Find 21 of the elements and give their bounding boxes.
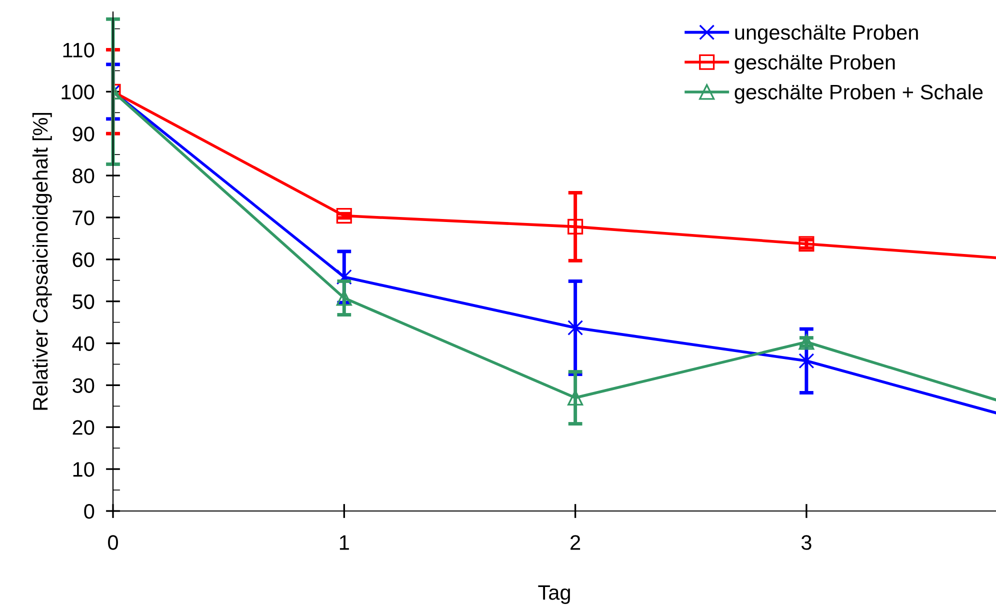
- x-axis-title: Tag: [538, 585, 570, 604]
- y-tick-label: 60: [72, 252, 94, 268]
- x-tick-label: 2: [570, 535, 580, 550]
- x-tick-label: 1: [340, 535, 349, 550]
- legend-label: ungeschälte Proben: [735, 24, 918, 44]
- x-tick-label: 3: [801, 535, 812, 550]
- legend-label: geschälte Proben: [734, 54, 895, 74]
- y-tick-label: 70: [72, 210, 94, 226]
- y-tick-label: 10: [73, 462, 94, 477]
- y-tick-label: 40: [72, 336, 94, 352]
- y-tick-label: 30: [72, 378, 94, 393]
- legend-label: geschälte Proben + Schale: [734, 84, 983, 104]
- y-tick-label: 110: [63, 42, 94, 58]
- y-tick-label: 80: [72, 168, 94, 184]
- y-tick-label: 100: [62, 84, 94, 100]
- y-tick-label: 50: [72, 294, 94, 310]
- y-tick-label: 0: [84, 504, 94, 519]
- x-tick-label: 0: [108, 535, 118, 550]
- y-axis-title: Relativer Capsaicinoidgehalt [%]: [32, 113, 52, 410]
- y-tick-label: 20: [72, 420, 94, 435]
- y-tick-label: 90: [72, 126, 94, 142]
